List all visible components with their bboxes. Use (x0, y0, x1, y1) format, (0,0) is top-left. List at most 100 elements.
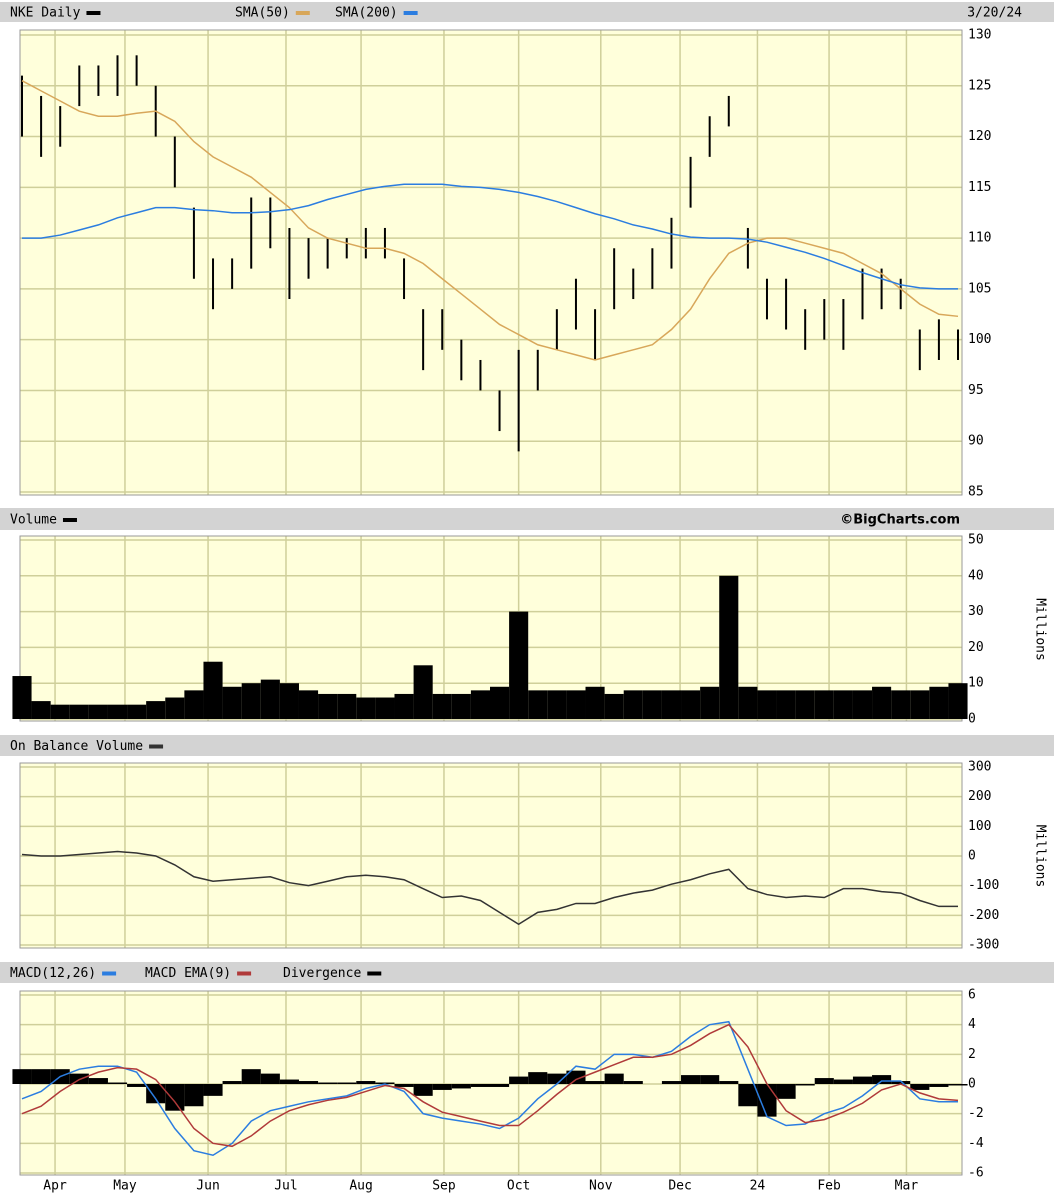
x-tick-label: Feb (817, 1179, 841, 1194)
line (21, 80, 959, 361)
plot-frame (19, 762, 963, 949)
bar (929, 1084, 949, 1087)
bar (547, 1073, 567, 1084)
bar (948, 1084, 968, 1086)
y-axis-label: Millions (1033, 598, 1048, 661)
bar (757, 1084, 777, 1117)
bar (795, 1084, 815, 1086)
y-tick-label: 110 (968, 231, 991, 246)
bar (279, 1079, 299, 1084)
bar (566, 690, 586, 719)
legend-swatch (86, 11, 101, 15)
bar (661, 1081, 682, 1084)
y-tick-label: 6 (968, 988, 976, 1003)
y-tick-label: -2 (968, 1106, 984, 1121)
bar (814, 1078, 834, 1084)
bar (585, 1081, 605, 1084)
bar (566, 1070, 586, 1084)
x-tick-label: Mar (895, 1179, 919, 1194)
bar (872, 686, 892, 719)
bar (642, 690, 662, 719)
y-tick-label: -6 (968, 1166, 984, 1181)
legend-label: Volume (10, 513, 57, 528)
y-tick-label: 90 (968, 434, 984, 449)
bar (776, 690, 796, 719)
bar (623, 1081, 643, 1084)
bar (432, 1084, 452, 1090)
bar (88, 704, 108, 719)
y-tick-label: 2 (968, 1047, 976, 1062)
x-tick-label: 24 (750, 1179, 766, 1194)
bar (470, 1084, 490, 1087)
bar (604, 1073, 624, 1084)
date-label: 3/20/24 (967, 6, 1022, 21)
y-tick-label: 0 (968, 849, 976, 864)
x-tick-label: Apr (43, 1179, 67, 1194)
bar (241, 1069, 261, 1084)
bar (260, 679, 280, 719)
y-tick-label: 4 (968, 1017, 976, 1032)
bar (69, 704, 89, 719)
bar (241, 683, 261, 719)
bar (222, 1081, 242, 1084)
bar (910, 1084, 930, 1090)
bar (451, 693, 471, 719)
bar (127, 704, 147, 719)
legend-label: MACD(12,26) (10, 966, 96, 981)
bar (107, 704, 128, 719)
legend-label: Divergence (283, 966, 361, 981)
bar (814, 690, 834, 719)
legend-swatch (149, 744, 164, 749)
bar (604, 693, 624, 719)
bar (547, 690, 567, 719)
y-tick-label: 200 (968, 789, 991, 804)
bar (356, 1081, 376, 1084)
bar (585, 686, 605, 719)
bar (451, 1084, 471, 1089)
legend-swatch (367, 971, 382, 976)
bar (833, 690, 853, 719)
bar (31, 701, 51, 719)
y-tick-label: 300 (968, 760, 991, 775)
bar (318, 693, 338, 719)
y-tick-label: 20 (968, 640, 984, 655)
bar (432, 693, 452, 719)
plot-background (20, 991, 962, 1175)
x-tick-label: Sep (432, 1179, 456, 1194)
bar (413, 665, 433, 719)
bar (852, 1076, 873, 1084)
y-tick-label: -4 (968, 1136, 984, 1151)
y-tick-label: 100 (968, 332, 991, 347)
bar (394, 1084, 414, 1087)
bar (738, 686, 758, 719)
y-tick-label: 120 (968, 129, 991, 144)
y-tick-label: -200 (968, 908, 999, 923)
y-tick-label: 40 (968, 568, 984, 583)
plot-frame (19, 29, 963, 496)
x-tick-label: Nov (589, 1179, 613, 1194)
source-label: ©BigCharts.com (840, 513, 960, 528)
line (21, 850, 958, 926)
x-tick-label: Jun (196, 1179, 219, 1194)
legend-label: On Balance Volume (10, 739, 143, 754)
y-tick-label: 0 (968, 712, 976, 727)
line (22, 183, 958, 290)
bar (470, 690, 490, 719)
bar (661, 690, 682, 719)
y-tick-label: 125 (968, 78, 991, 93)
y-tick-label: 95 (968, 383, 984, 398)
bar (356, 697, 376, 719)
bar (146, 701, 166, 719)
bar (490, 1084, 510, 1087)
line (21, 1020, 958, 1157)
bar (165, 697, 185, 719)
bar (298, 690, 319, 719)
legend-label: MACD EMA(9) (145, 966, 231, 981)
y-tick-label: 30 (968, 604, 984, 619)
bar (127, 1084, 147, 1087)
bar (891, 1081, 911, 1084)
bar (222, 686, 242, 719)
y-tick-label: -100 (968, 878, 999, 893)
legend-swatch (295, 11, 310, 15)
x-tick-label: Jul (274, 1179, 297, 1194)
